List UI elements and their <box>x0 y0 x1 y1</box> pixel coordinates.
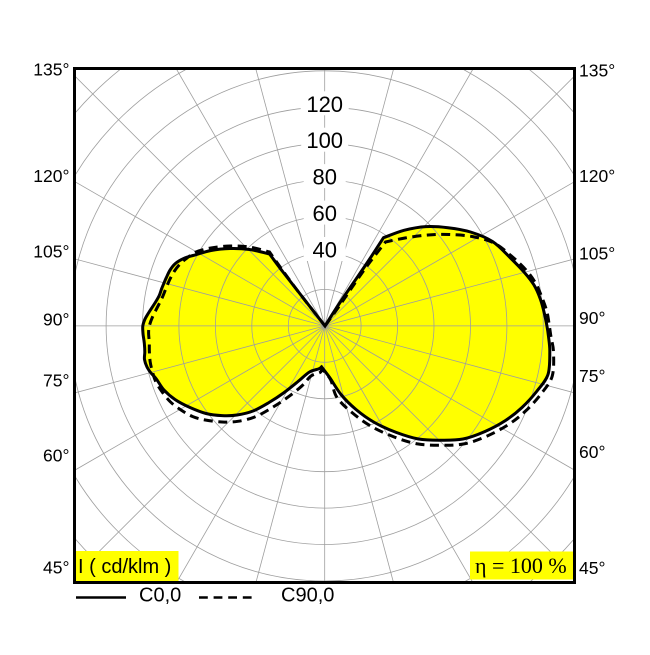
svg-text:I ( cd/klm ): I ( cd/klm ) <box>78 556 171 578</box>
svg-text:75°: 75° <box>579 366 605 386</box>
svg-text:120: 120 <box>306 92 343 117</box>
svg-text:45°: 45° <box>43 558 69 578</box>
svg-text:η = 100 %: η = 100 % <box>475 553 567 578</box>
svg-text:75°: 75° <box>43 371 69 391</box>
svg-text:45°: 45° <box>579 558 605 578</box>
svg-text:C0,0: C0,0 <box>139 585 181 607</box>
svg-text:90°: 90° <box>579 308 605 328</box>
svg-text:135°: 135° <box>33 60 69 80</box>
svg-text:120°: 120° <box>579 166 615 186</box>
svg-text:100: 100 <box>306 128 343 153</box>
svg-text:120°: 120° <box>33 166 69 186</box>
svg-text:135°: 135° <box>579 61 615 81</box>
svg-text:90°: 90° <box>43 310 69 330</box>
svg-text:80: 80 <box>312 165 336 190</box>
svg-text:60: 60 <box>312 201 336 226</box>
svg-text:60°: 60° <box>579 442 605 462</box>
svg-text:C90,0: C90,0 <box>281 585 334 607</box>
svg-text:105°: 105° <box>579 244 615 264</box>
svg-text:105°: 105° <box>33 242 69 262</box>
svg-text:40: 40 <box>312 238 336 263</box>
svg-text:60°: 60° <box>43 446 69 466</box>
